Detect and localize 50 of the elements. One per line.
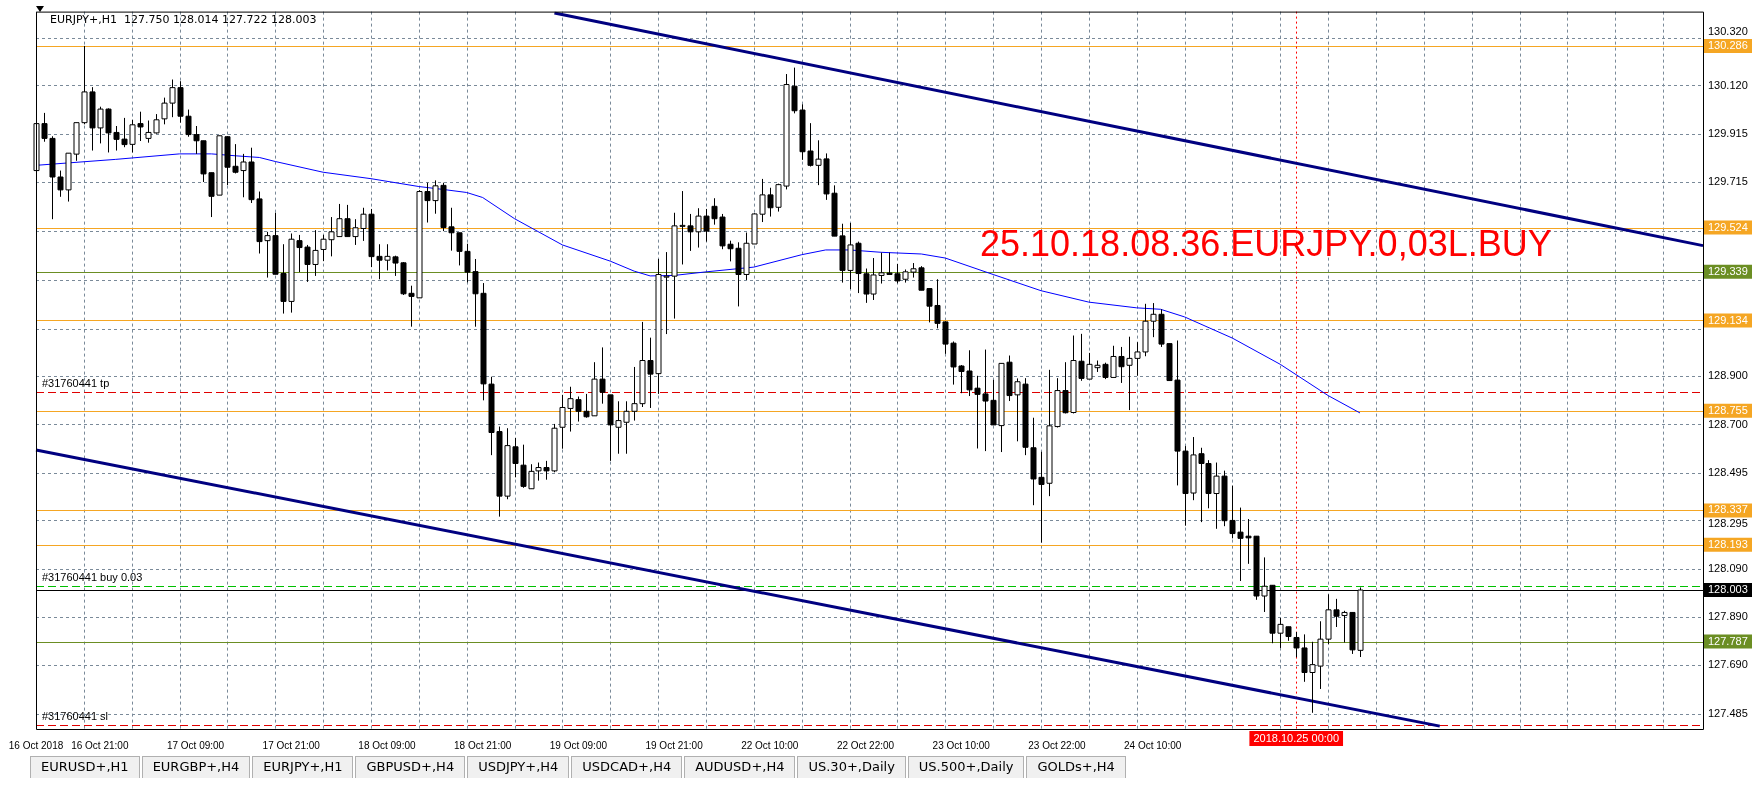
ref-line-label: 128.337 [1708,503,1748,516]
ref-line-label: 127.787 [1708,634,1748,647]
text: US.500+,Daily [907,756,1025,778]
ref-line-label: #31760441 buy 0.03 [42,571,143,584]
text: EURUSD+,H1 [30,756,140,778]
y-tick-label: 129.715 [1708,175,1748,188]
x-tick-label: 17 Oct 21:00 [262,739,321,751]
ref-line-label: 129.134 [1708,313,1748,326]
x-tick-label: 19 Oct 09:00 [549,739,608,751]
ref-line-label: #31760441 tp [42,377,110,390]
x-tick-label: 19 Oct 21:00 [645,739,704,751]
text: EURJPY+,H1 [252,756,354,778]
y-tick-label: 127.485 [1708,706,1748,719]
ref-line-label: 128.003 [1708,583,1748,596]
x-tick-label: 16 Oct 2018 [8,739,64,751]
text: EURGBP+,H4 [141,756,251,778]
ref-line-label: 129.339 [1708,264,1748,277]
ref-line-label: 128.755 [1708,403,1748,416]
ref-line-label: 130.286 [1708,38,1748,51]
x-tick-label: 23 Oct 10:00 [932,739,991,751]
y-tick-label: 130.120 [1708,78,1748,91]
text: USDCAD+,H4 [571,756,683,778]
x-tick-label: 24 Oct 10:00 [1124,739,1182,751]
x-tick-label: 22 Oct 10:00 [741,739,799,751]
text: AUDUSD+,H4 [684,756,796,778]
chart-title: EURJPY+,H1 127.750 128.014 127.722 128.003 [50,13,317,27]
x-tick-label: 2018.10.25 00:00 [1253,732,1340,745]
y-tick-label: 128.900 [1708,369,1748,382]
x-tick-label: 17 Oct 09:00 [166,739,225,751]
y-tick-label: 127.890 [1708,610,1748,623]
y-tick-label: 128.495 [1708,465,1748,478]
y-tick-label: 128.295 [1708,517,1748,530]
text: US.30+,Daily [797,756,906,778]
y-tick-label: 127.690 [1708,657,1748,670]
x-tick-label: 16 Oct 21:00 [71,739,129,751]
y-tick-label: 130.320 [1708,24,1748,37]
x-tick-label: 23 Oct 22:00 [1028,739,1086,751]
y-tick-label: 128.700 [1708,417,1748,430]
ref-line-label: 129.524 [1708,220,1748,233]
ref-line-label: 128.193 [1708,537,1748,550]
annotation: 25.10.18.08.36.EURJPY.0,03L.BUY [980,223,1552,264]
text: USDJPY+,H4 [467,756,570,778]
x-tick-label: 18 Oct 21:00 [454,739,512,751]
x-tick-label: 18 Oct 09:00 [358,739,417,751]
x-tick-label: 22 Oct 22:00 [836,739,895,751]
text: GBPUSD+,H4 [355,756,466,778]
text: GOLDs+,H4 [1026,756,1126,778]
ref-line-label: #31760441 sl [42,710,109,723]
y-tick-label: 128.090 [1708,562,1748,575]
y-tick-label: 129.915 [1708,127,1748,140]
